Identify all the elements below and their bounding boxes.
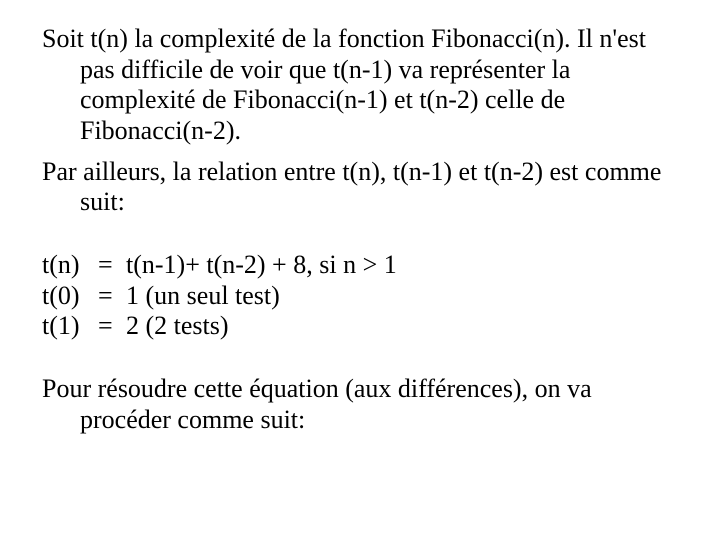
equation-rhs: 1 (un seul test) bbox=[126, 281, 280, 312]
equation-block: t(n) = t(n-1)+ t(n-2) + 8, si n > 1 t(0)… bbox=[42, 250, 678, 342]
paragraph-conclusion: Pour résoudre cette équation (aux différ… bbox=[42, 374, 678, 435]
equation-op: = bbox=[98, 281, 126, 312]
equation-op: = bbox=[98, 311, 126, 342]
paragraph-intro: Soit t(n) la complexité de la fonction F… bbox=[42, 24, 678, 147]
paragraph-relation: Par ailleurs, la relation entre t(n), t(… bbox=[42, 157, 678, 218]
equation-lhs: t(n) bbox=[42, 250, 98, 281]
equation-row: t(0) = 1 (un seul test) bbox=[42, 281, 678, 312]
equation-op: = bbox=[98, 250, 126, 281]
equation-row: t(n) = t(n-1)+ t(n-2) + 8, si n > 1 bbox=[42, 250, 678, 281]
equation-lhs: t(0) bbox=[42, 281, 98, 312]
equation-lhs: t(1) bbox=[42, 311, 98, 342]
equation-rhs: t(n-1)+ t(n-2) + 8, si n > 1 bbox=[126, 250, 397, 281]
equation-rhs: 2 (2 tests) bbox=[126, 311, 229, 342]
equation-row: t(1) = 2 (2 tests) bbox=[42, 311, 678, 342]
slide-content: Soit t(n) la complexité de la fonction F… bbox=[0, 0, 720, 540]
